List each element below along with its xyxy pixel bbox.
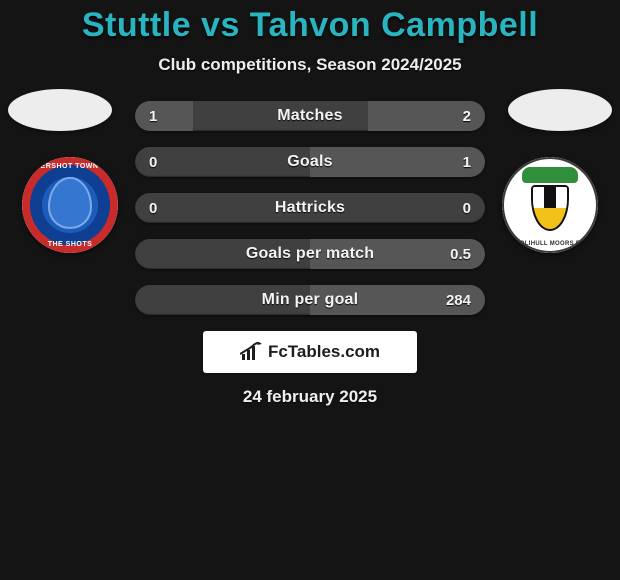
content-area: ALDERSHOT TOWN F.C. THE SHOTS SOLIHULL M… [0,95,620,407]
stat-label: Hattricks [135,193,485,223]
club-crest-left: ALDERSHOT TOWN F.C. THE SHOTS [22,157,118,253]
stat-row: 01Goals [135,147,485,177]
stat-rows: 12Matches 01Goals 00Hattricks 0.5Goals per … [135,95,485,315]
crest-left-ring [22,157,118,253]
stat-row: 00Hattricks [135,193,485,223]
crest-right-banner: SOLIHULL MOORS FC [502,241,598,247]
bar-chart-icon [240,342,262,362]
crest-right-grass [522,167,578,183]
crest-left-text-bottom: THE SHOTS [22,241,118,248]
date-label: 24 february 2025 [0,387,620,407]
stat-row: 284Min per goal [135,285,485,315]
stat-label: Matches [135,101,485,131]
stat-label: Goals per match [135,239,485,269]
brand-badge: FcTables.com [203,331,417,373]
stat-label: Goals [135,147,485,177]
player-photo-right [508,89,612,131]
page-subtitle: Club competitions, Season 2024/2025 [0,55,620,75]
stat-label: Min per goal [135,285,485,315]
brand-text: FcTables.com [268,342,380,362]
stat-row: 12Matches [135,101,485,131]
club-crest-right: SOLIHULL MOORS FC [502,157,598,253]
comparison-card: Stuttle vs Tahvon Campbell Club competit… [0,0,620,580]
stat-row: 0.5Goals per match [135,239,485,269]
player-photo-left [8,89,112,131]
crest-left-text-top: ALDERSHOT TOWN F.C. [22,163,118,170]
page-title: Stuttle vs Tahvon Campbell [0,6,620,45]
